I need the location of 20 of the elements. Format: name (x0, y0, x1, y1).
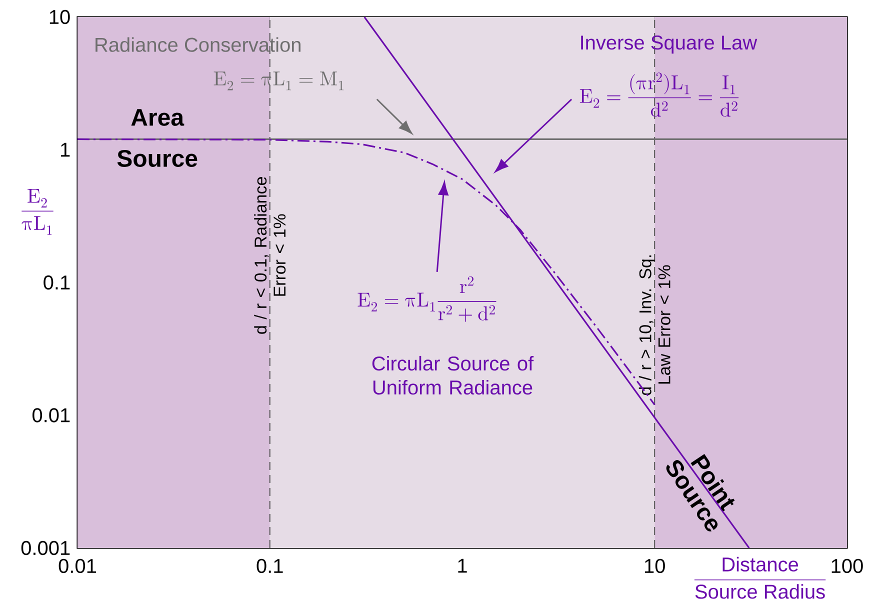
y-tick-label: 1 (61, 142, 70, 157)
y-tick-label: 10 (50, 10, 70, 24)
annotation: Area (131, 109, 184, 126)
y-tick-label: 0.01 (32, 408, 70, 422)
x-tick-label: 100 (832, 558, 863, 574)
x-axis-title: $\frac{\text{Distance}}{\text{Source Radius}}$ (694, 556, 826, 599)
annotation: Source (117, 150, 198, 167)
y-tick-label: 0.001 (21, 540, 70, 556)
annotation: Radiance Conservation (96, 37, 300, 52)
annotation: Inverse Square Law (581, 36, 758, 54)
y-axis-title: $\frac{E_2}{\pi L_1}$ (22, 188, 54, 235)
y-tick-label: 0.1 (44, 275, 70, 290)
x-tick-label: 0.1 (256, 558, 283, 574)
x-tick-label: 1 (458, 558, 467, 573)
ref-line-label: d / r < 0.1, Radiance Error < 1% (254, 177, 286, 334)
annotation: $E_2 = \frac{(\pi r^2) L_1}{d^2} = \frac{I_1}{d^2}$ (580, 72, 739, 117)
x-tick-label: 10 (645, 558, 665, 574)
annotation: Circular Source of Uniform Radiance (372, 356, 534, 395)
annotation: $E_2 = \pi L_1 = M_1$ (214, 72, 344, 90)
annotation: $E_2 = \pi L_1 \frac{r^2}{r^2+d^2}$ (358, 276, 496, 322)
